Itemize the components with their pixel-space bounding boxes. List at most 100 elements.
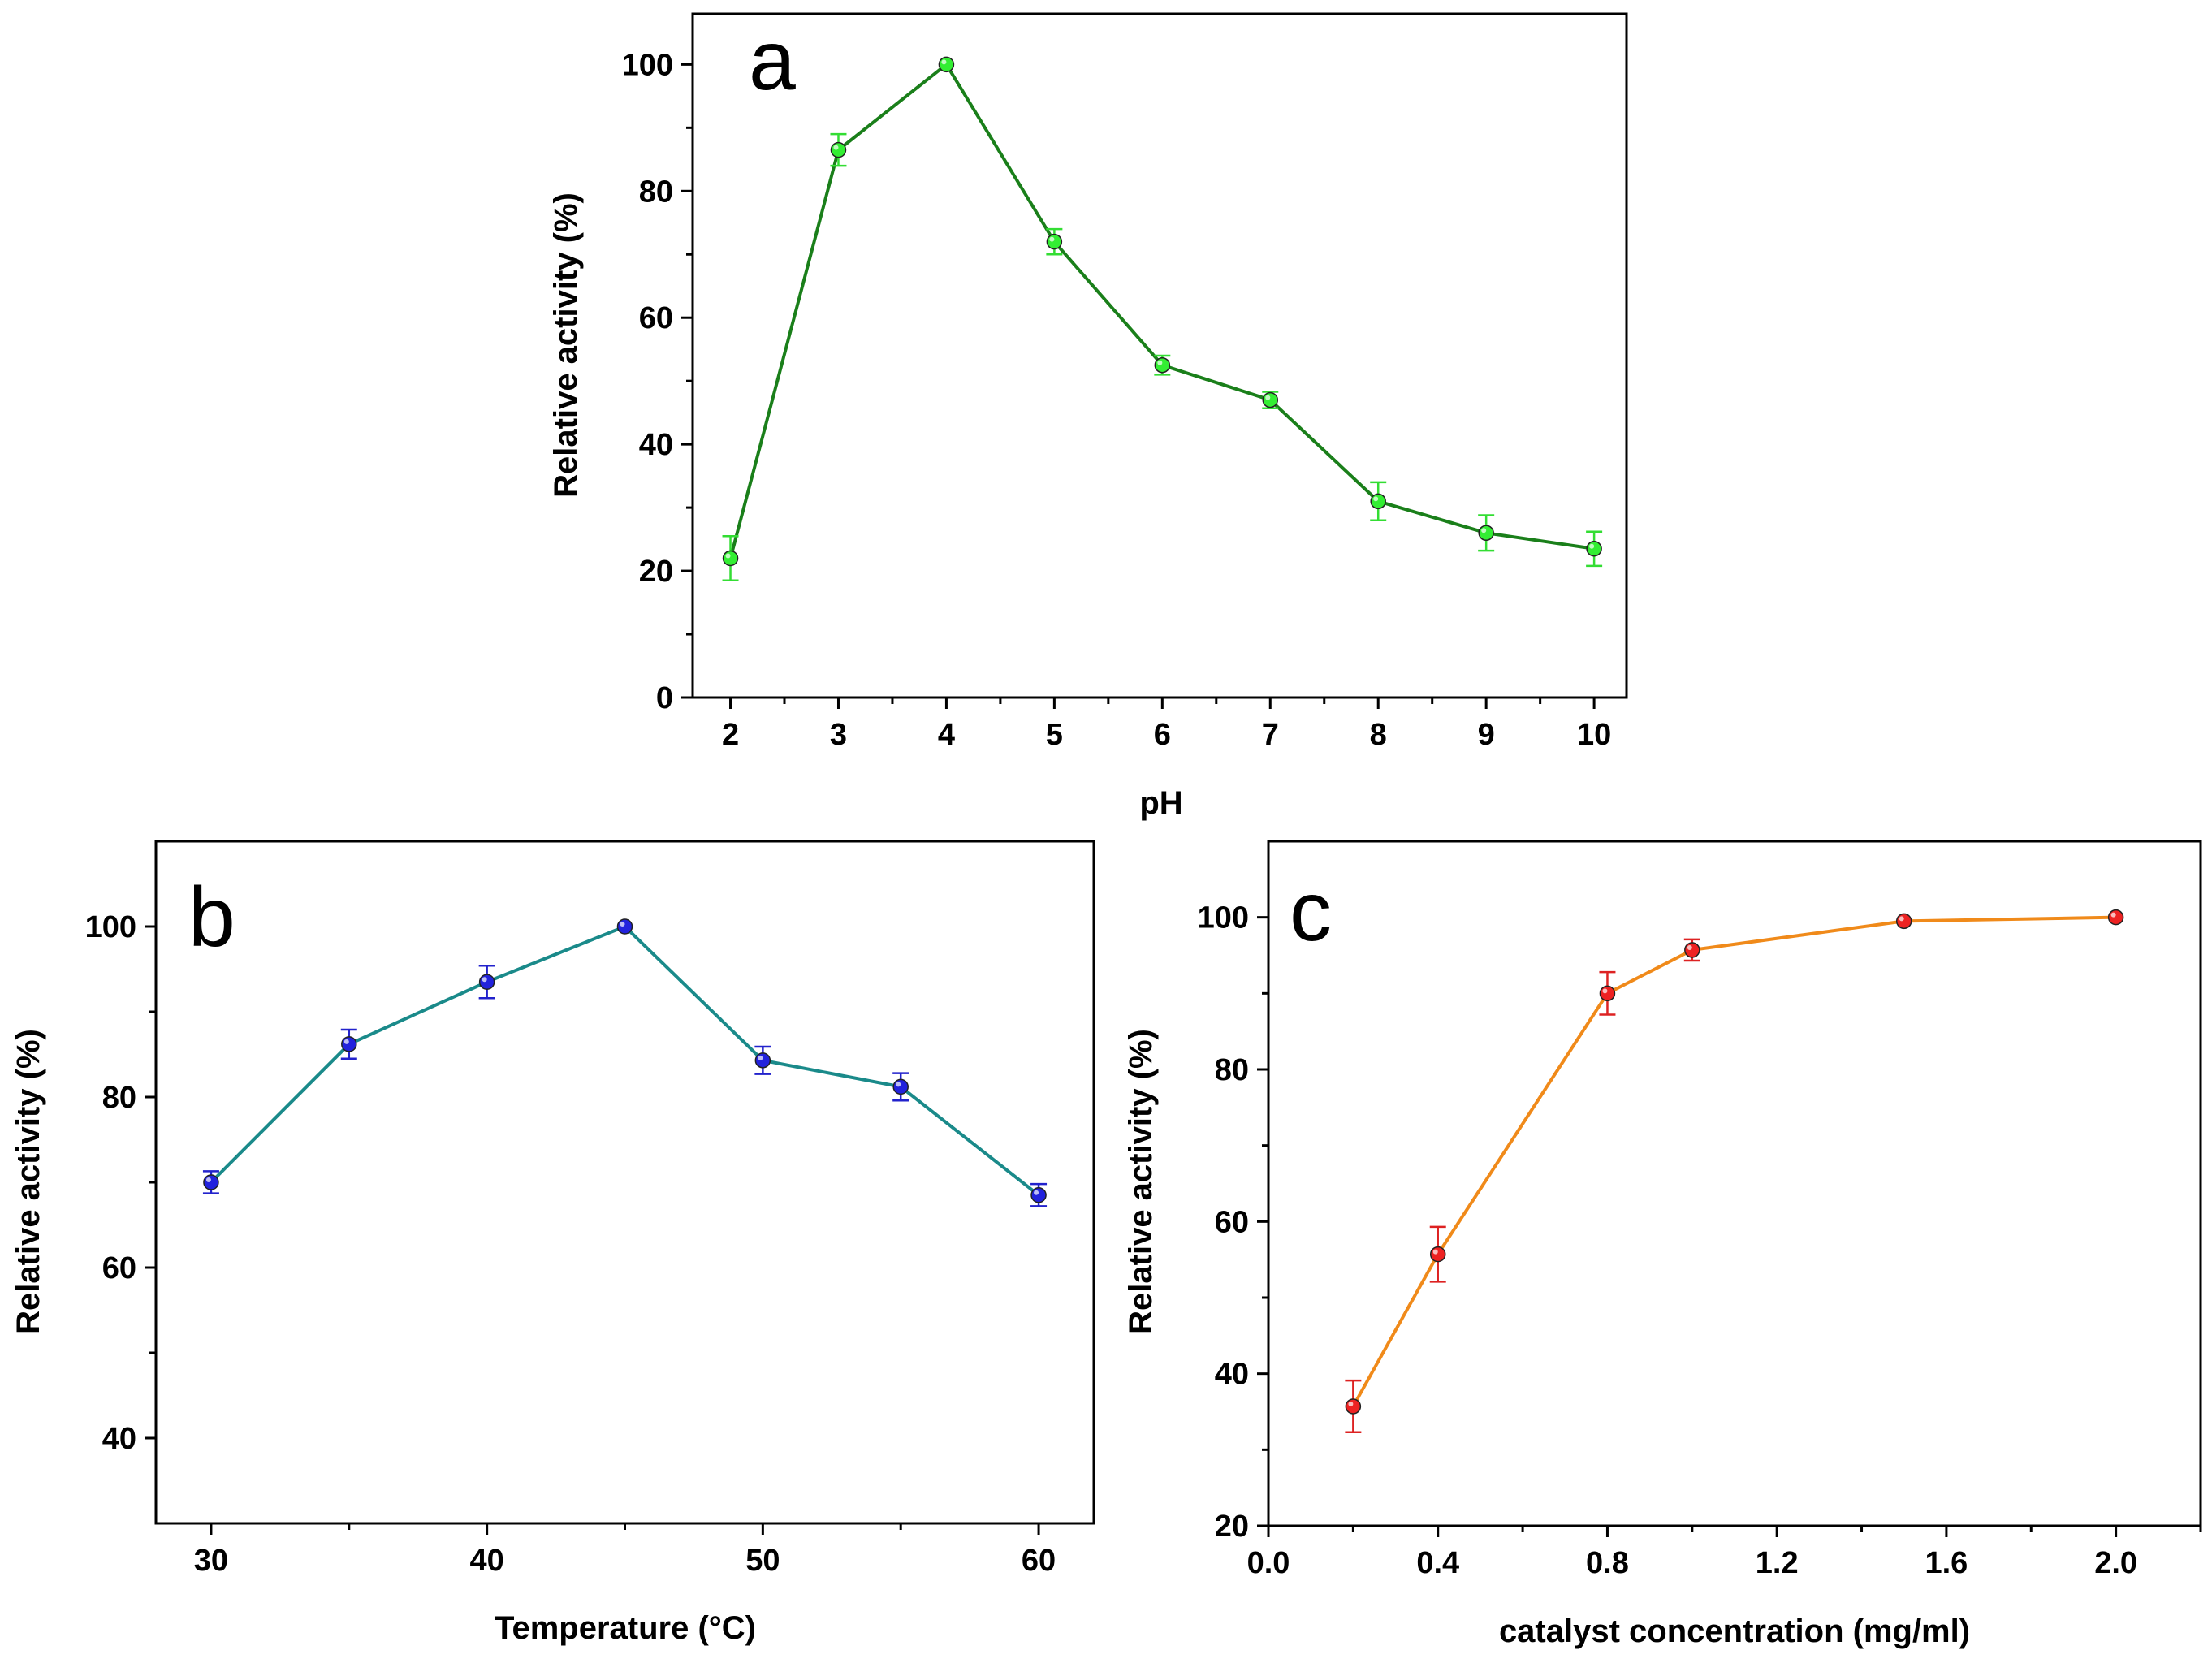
- data-point-highlight-a: [1589, 543, 1595, 549]
- y-tick-label-c: 60: [1215, 1205, 1249, 1239]
- y-tick-label-c: 100: [1198, 901, 1249, 935]
- x-axis-title-b: Temperature (°C): [495, 1610, 756, 1646]
- plot-frame-a: [691, 12, 1628, 699]
- data-point-highlight-c: [1602, 988, 1608, 994]
- data-point-highlight-b: [482, 977, 487, 983]
- data-point-b: [616, 918, 633, 935]
- data-point-c: [1429, 1246, 1446, 1263]
- data-point-b: [341, 1036, 357, 1052]
- x-tick-label-c: 1.2: [1756, 1546, 1799, 1580]
- data-point-highlight-a: [941, 59, 947, 65]
- x-axis-title-a: pH: [1139, 785, 1182, 821]
- x-tick-label-c: 1.6: [1925, 1546, 1968, 1580]
- data-point-a: [938, 56, 955, 73]
- data-point-a: [1478, 525, 1494, 542]
- data-point-c: [2107, 909, 2124, 926]
- data-point-a: [830, 141, 847, 158]
- x-tick-label-a: 7: [1262, 718, 1279, 752]
- data-point-highlight-c: [1348, 1401, 1354, 1406]
- y-tick-label-a: 100: [622, 48, 673, 82]
- data-point-highlight-a: [725, 553, 731, 559]
- x-tick-label-a: 4: [938, 718, 955, 752]
- data-point-c: [1895, 913, 1912, 930]
- x-tick-label-a: 2: [722, 718, 739, 752]
- series-group-c: [1345, 909, 2124, 1434]
- data-point-highlight-b: [205, 1177, 211, 1182]
- data-point-a: [1046, 233, 1063, 250]
- y-tick-label-b: 40: [102, 1422, 136, 1456]
- x-tick-label-a: 3: [830, 718, 847, 752]
- data-point-b: [478, 974, 495, 990]
- x-tick-label-c: 0.8: [1586, 1546, 1629, 1580]
- x-tick-label-b: 60: [1022, 1544, 1056, 1578]
- data-point-highlight-b: [343, 1039, 349, 1044]
- plot-frame-c: [1267, 840, 2202, 1527]
- y-tick-label-a: 20: [639, 555, 673, 589]
- panel-label-b: b: [188, 870, 235, 965]
- x-tick-label-a: 5: [1046, 718, 1063, 752]
- x-tick-label-a: 6: [1154, 718, 1171, 752]
- y-axis-title-a: Relative activity (%): [548, 192, 584, 498]
- y-tick-label-a: 80: [639, 175, 673, 209]
- plot-frame-b: [154, 840, 1095, 1525]
- y-tick-label-a: 0: [656, 681, 673, 715]
- data-point-highlight-b: [1034, 1190, 1039, 1195]
- data-point-highlight-a: [1157, 360, 1163, 365]
- x-tick-label-a: 10: [1577, 718, 1611, 752]
- data-point-a: [1262, 391, 1279, 408]
- data-point-highlight-a: [833, 145, 839, 150]
- axis-ticks-c: 0.0 0.4 0.8 1.2 1.6 2.0 20 40 60 80 100: [1198, 901, 2202, 1580]
- series-line-c: [1351, 915, 2116, 1407]
- x-axis-title-c: catalyst concentration (mg/ml): [1499, 1613, 1970, 1649]
- x-tick-label-b: 30: [194, 1544, 228, 1578]
- y-tick-label-b: 60: [102, 1251, 136, 1285]
- data-point-highlight-a: [1049, 236, 1055, 242]
- data-point-highlight-a: [1373, 496, 1379, 502]
- panel-b-temperature-chart: 30 40 50 60 40 60 80 100 b Temperature (°C) Rel…: [11, 840, 1095, 1646]
- data-point-highlight-c: [1899, 916, 1904, 922]
- data-point-a: [722, 550, 739, 567]
- data-point-highlight-b: [758, 1055, 763, 1060]
- data-point-c: [1599, 985, 1616, 1002]
- series-group-b: [202, 918, 1048, 1207]
- data-point-c: [1345, 1398, 1362, 1415]
- series-group-a: [722, 56, 1603, 582]
- y-tick-label-b: 80: [102, 1081, 136, 1115]
- series-line-a: [728, 62, 1595, 559]
- data-point-a: [1370, 493, 1386, 510]
- x-tick-label-c: 0.4: [1416, 1546, 1459, 1580]
- data-point-highlight-b: [896, 1082, 901, 1087]
- data-point-highlight-a: [1481, 528, 1487, 533]
- data-point-b: [892, 1078, 909, 1095]
- data-point-highlight-c: [2110, 912, 2116, 918]
- y-tick-label-c: 80: [1215, 1053, 1249, 1087]
- x-tick-label-b: 50: [745, 1544, 780, 1578]
- x-tick-label-c: 2.0: [2094, 1546, 2137, 1580]
- data-point-a: [1154, 356, 1171, 374]
- data-point-c: [1684, 942, 1700, 958]
- series-line-b: [210, 924, 1040, 1197]
- y-tick-label-c: 40: [1215, 1358, 1249, 1392]
- panel-c-catalyst-chart: 0.0 0.4 0.8 1.2 1.6 2.0 20 40 60 80 100 c catalyst…: [1123, 840, 2202, 1649]
- data-point-highlight-a: [1265, 395, 1271, 400]
- y-tick-label-c: 20: [1215, 1510, 1249, 1544]
- y-axis-title-c: Relative activity (%): [1123, 1029, 1159, 1334]
- y-tick-label-a: 40: [639, 428, 673, 462]
- axis-ticks-b: 30 40 50 60 40 60 80 100: [85, 910, 1056, 1578]
- data-point-b: [1030, 1187, 1047, 1203]
- data-point-b: [203, 1174, 219, 1190]
- x-tick-label-b: 40: [470, 1544, 504, 1578]
- y-tick-label-b: 100: [85, 910, 136, 944]
- panel-label-a: a: [749, 14, 796, 108]
- x-tick-label-a: 9: [1478, 718, 1495, 752]
- y-tick-label-a: 60: [639, 301, 673, 335]
- data-point-b: [754, 1052, 771, 1069]
- data-point-highlight-c: [1687, 944, 1692, 950]
- data-point-highlight-b: [620, 922, 625, 927]
- data-point-highlight-c: [1432, 1249, 1438, 1255]
- panel-label-c: c: [1290, 865, 1332, 959]
- x-tick-label-a: 8: [1370, 718, 1387, 752]
